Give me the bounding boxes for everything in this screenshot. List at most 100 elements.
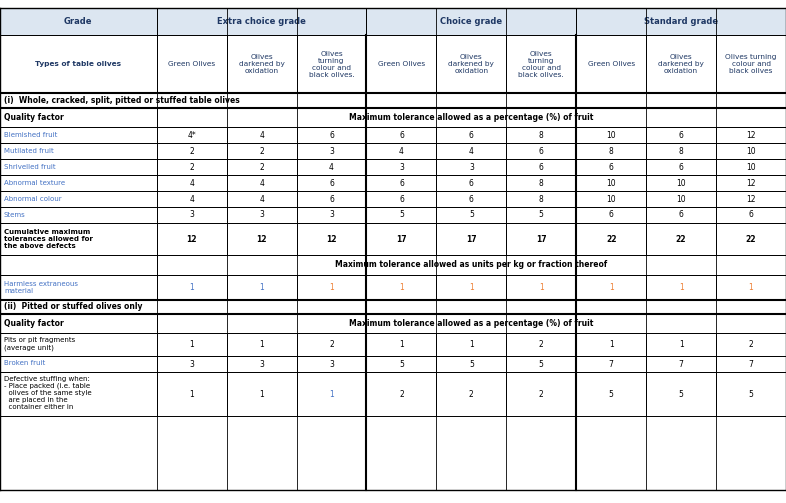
Text: 3: 3 [189,360,194,369]
Bar [0,35,156,94]
Text: 6: 6 [329,179,334,188]
Text: Types of table olives: Types of table olives [35,61,121,67]
Text: Olives
turning
colour and
black olives.: Olives turning colour and black olives. [519,50,564,77]
Bar [226,372,296,416]
Bar [226,175,296,191]
Text: 6: 6 [678,131,684,140]
Text: 4: 4 [399,147,404,156]
Text: 4: 4 [259,179,264,188]
Text: Standard grade: Standard grade [644,17,718,26]
Bar [506,207,576,223]
Text: Mutilated fruit: Mutilated fruit [4,148,53,154]
Bar [0,8,156,35]
Bar [646,372,716,416]
Text: 1: 1 [539,283,544,292]
Bar [226,191,296,207]
Text: 4: 4 [189,195,194,204]
Bar [576,191,646,207]
Bar [436,35,506,94]
Bar [506,127,576,143]
Text: Pits or pit fragments
(average unit): Pits or pit fragments (average unit) [4,337,75,351]
Bar [366,356,436,372]
Text: 4: 4 [189,179,194,188]
Bar [0,372,156,416]
Bar [436,127,506,143]
Bar [0,143,156,159]
Text: 2: 2 [748,341,754,350]
Text: 10: 10 [746,147,756,156]
Bar [0,159,156,175]
Text: Harmless extraneous
material: Harmless extraneous material [4,281,78,294]
Text: 10: 10 [676,179,686,188]
Text: Maximum tolerance allowed as a percentage (%) of fruit: Maximum tolerance allowed as a percentag… [349,319,593,328]
Text: 5: 5 [609,390,614,398]
Bar [0,275,156,300]
Text: 5: 5 [678,390,684,398]
Bar [716,35,786,94]
Text: Shrivelled fruit: Shrivelled fruit [4,164,56,170]
Text: 3: 3 [399,162,404,172]
Text: 5: 5 [748,390,754,398]
Text: 6: 6 [399,195,404,204]
Bar [0,191,156,207]
Text: 2: 2 [539,390,544,398]
Text: 5: 5 [399,360,404,369]
Bar [0,94,786,108]
Text: 6: 6 [678,210,684,219]
Text: 4: 4 [329,162,334,172]
Text: 3: 3 [189,210,194,219]
Bar [366,207,436,223]
Bar [716,372,786,416]
Bar [646,223,716,255]
Bar [436,207,506,223]
Text: 22: 22 [606,234,616,243]
Bar [366,127,436,143]
Text: 1: 1 [399,341,404,350]
Text: 17: 17 [396,234,406,243]
Text: 22: 22 [746,234,756,243]
Text: 12: 12 [746,131,756,140]
Text: 5: 5 [469,360,474,369]
Text: Abnormal colour: Abnormal colour [4,196,61,202]
Bar [506,356,576,372]
Bar [156,175,226,191]
Bar [0,207,156,223]
Text: 5: 5 [539,360,544,369]
Bar [156,255,786,275]
Text: Green Olives: Green Olives [588,61,635,67]
Bar [296,333,366,356]
Text: 1: 1 [329,283,334,292]
Bar [296,207,366,223]
Bar [576,275,646,300]
Text: Broken fruit: Broken fruit [4,360,45,366]
Text: 3: 3 [329,210,334,219]
Text: 4*: 4* [187,131,196,140]
Text: 17: 17 [466,234,476,243]
Text: 2: 2 [539,341,544,350]
Bar [226,333,296,356]
Bar [716,333,786,356]
Bar [576,175,646,191]
Bar [296,159,366,175]
Text: 7: 7 [748,360,754,369]
Text: 2: 2 [259,147,264,156]
Bar [576,223,646,255]
Text: 12: 12 [746,195,756,204]
Text: 5: 5 [469,210,474,219]
Bar [716,127,786,143]
Text: 2: 2 [189,147,194,156]
Text: 2: 2 [189,162,194,172]
Text: 3: 3 [259,360,264,369]
Text: 2: 2 [399,390,404,398]
Text: Choice grade: Choice grade [440,17,502,26]
Bar [576,356,646,372]
Text: 1: 1 [679,341,684,350]
Text: 6: 6 [469,195,474,204]
Bar [366,191,436,207]
Bar [296,175,366,191]
Bar [296,191,366,207]
Bar [716,159,786,175]
Bar [436,175,506,191]
Text: 12: 12 [326,234,336,243]
Bar [0,255,156,275]
